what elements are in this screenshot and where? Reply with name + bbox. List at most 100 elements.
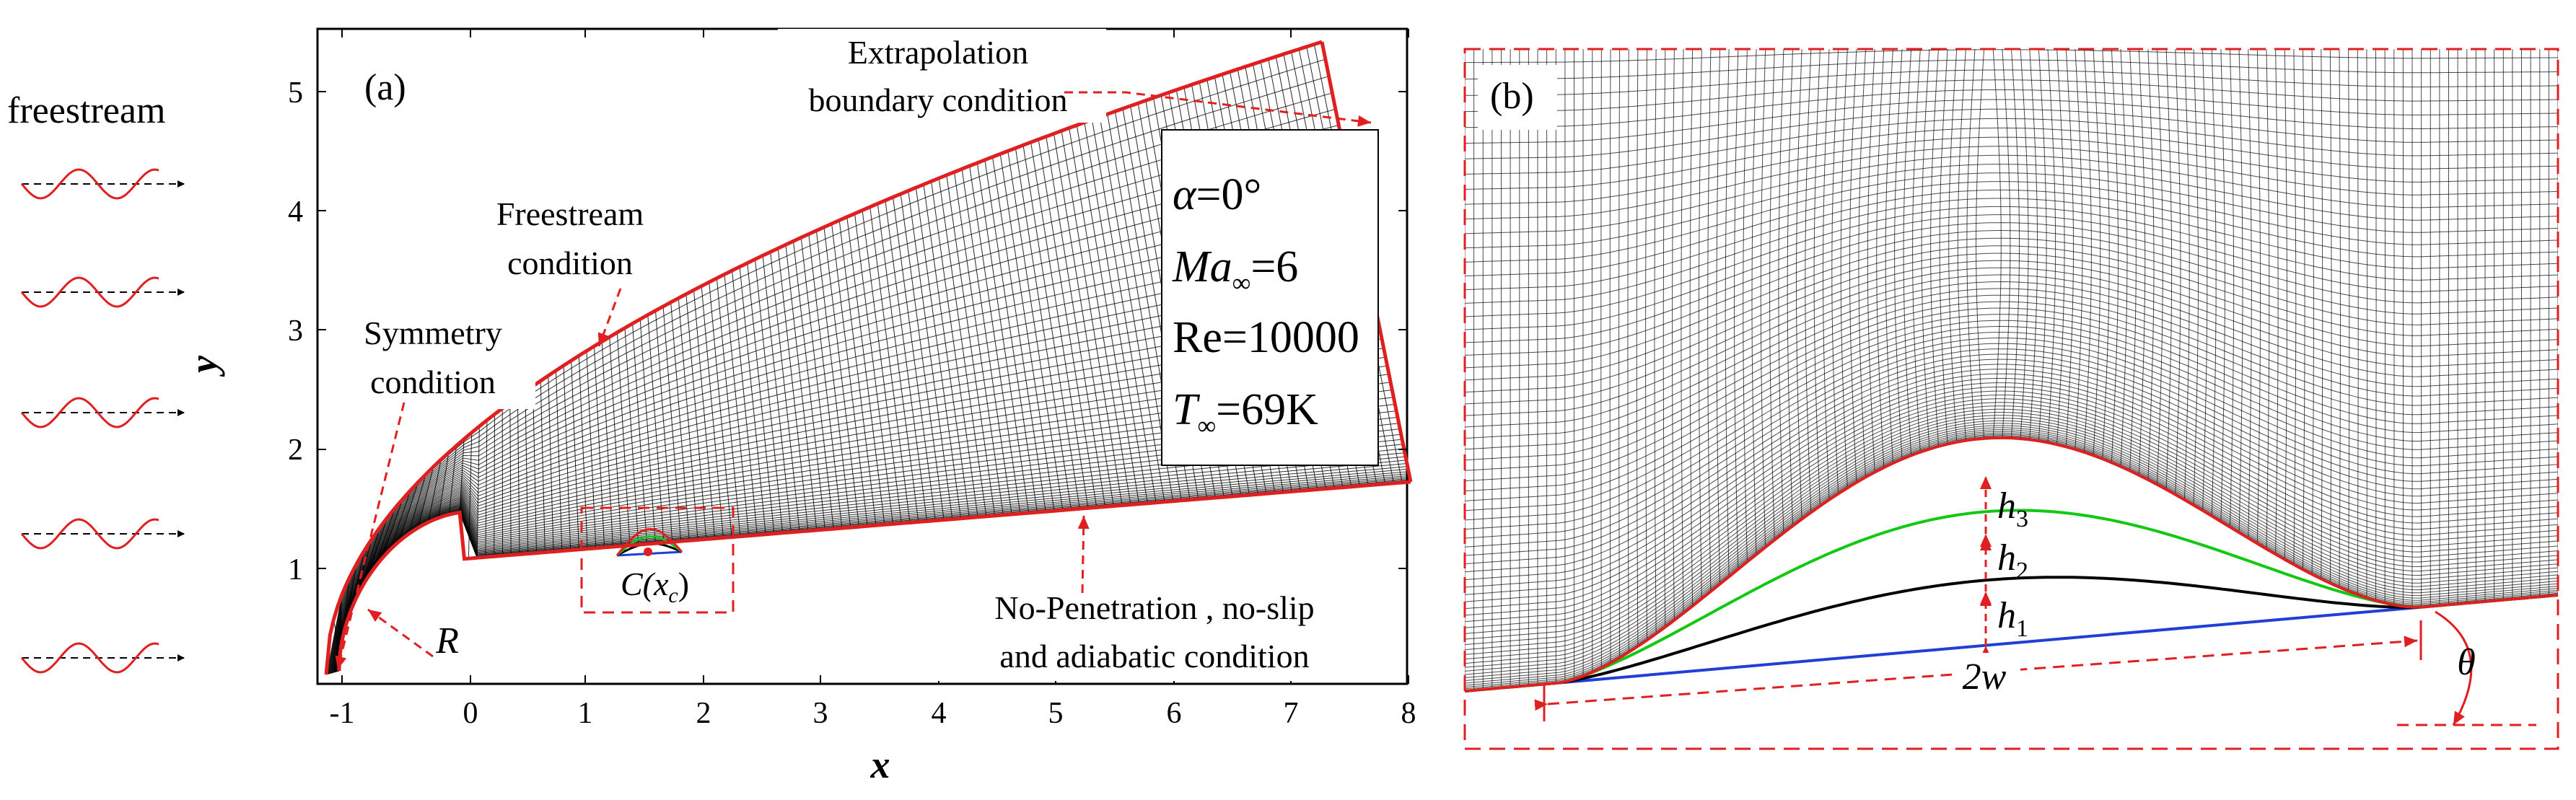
zoom-mesh-horizontal: [1465, 432, 2558, 684]
center-label: C(xc): [621, 566, 689, 607]
zoom-mesh-vertical: [1948, 49, 1958, 442]
mesh-radial-line: [739, 266, 766, 535]
mesh-radial-line: [777, 248, 809, 532]
mach-subscript: ∞: [1232, 268, 1251, 297]
x-tick-label: 0: [463, 697, 478, 730]
mesh-radial-line: [999, 154, 1055, 511]
zoom-mesh-horizontal: [1465, 382, 2558, 602]
mesh-radial-line: [900, 193, 945, 520]
panel-b-tag: (b): [1490, 76, 1534, 117]
zoom-mesh-vertical: [1840, 49, 1848, 488]
freestream-wave: [20, 397, 159, 428]
temp-value: =69K: [1216, 385, 1318, 434]
mesh-radial-line: [716, 278, 741, 537]
zoom-mesh-horizontal: [1465, 206, 2558, 317]
alpha-symbol: α: [1173, 170, 1197, 219]
x-axis-label: x: [870, 743, 890, 786]
mesh-radial-line: [831, 224, 868, 527]
zoom-mesh-horizontal: [1465, 252, 2558, 393]
zoom-mesh-vertical: [2165, 49, 2173, 490]
mesh-radial-line: [609, 337, 622, 547]
mesh-tangential-line: [326, 76, 1329, 674]
zoom-mesh-vertical: [1867, 49, 1875, 472]
zoom-mesh-vertical: [1966, 49, 1976, 440]
zoom-mesh-vertical: [2284, 49, 2287, 560]
zoom-mesh-vertical: [1636, 49, 1639, 646]
zoom-mesh-vertical: [2120, 49, 2128, 467]
zoom-mesh-vertical: [1654, 49, 1657, 634]
zoom-mesh-horizontal: [1465, 402, 2558, 634]
zoom-mesh-vertical: [2102, 49, 2110, 460]
theta-arc: [2435, 610, 2473, 726]
zoom-mesh-horizontal: [1465, 214, 2558, 330]
h2-subscript: 2: [2016, 558, 2028, 584]
zoom-mesh-vertical: [2238, 49, 2243, 533]
zoom-mesh-vertical: [2275, 49, 2279, 555]
mesh-radial-line: [785, 245, 818, 531]
radius-label: R: [435, 620, 459, 661]
mesh-radial-line: [571, 360, 579, 550]
y-axis-label: y: [182, 355, 225, 377]
zoom-mesh-vertical: [2211, 49, 2217, 517]
mesh-radial-line: [793, 241, 825, 530]
symmetry-label-2: condition: [370, 364, 496, 400]
param-reynolds: Re=10000: [1173, 313, 1359, 362]
mesh-tangential-line: [326, 58, 1326, 674]
zoom-mesh-horizontal: [1465, 343, 2558, 539]
mesh-tangential-line: [338, 452, 1405, 672]
mesh-radial-line: [923, 184, 970, 518]
zoom-mesh-vertical: [2303, 49, 2305, 570]
mesh-radial-line: [800, 237, 834, 529]
alpha-value: =0°: [1196, 170, 1262, 219]
zoom-mesh-horizontal: [1465, 338, 2558, 530]
zoom-mesh-horizontal: [1465, 127, 2558, 190]
zoom-mesh-horizontal: [1465, 405, 2558, 640]
freestream-condition-label-2: condition: [507, 245, 633, 281]
mesh-radial-line: [969, 165, 1021, 514]
zoom-mesh-horizontal: [1465, 415, 2558, 655]
zoom-box: [580, 506, 735, 614]
zoom-mesh-horizontal: [1465, 222, 2558, 343]
h3-label: h3: [1997, 485, 2028, 532]
zoom-mesh-horizontal: [1465, 118, 2558, 175]
freestream-label: freestream: [7, 90, 165, 131]
mesh-radial-line: [678, 298, 698, 540]
zoom-mesh-horizontal: [1465, 288, 2558, 450]
freestream-wave: [20, 642, 159, 674]
zoom-mesh-vertical: [1672, 49, 1675, 620]
zoom-mesh-horizontal: [1465, 390, 2558, 616]
x-tick-labels: -1 0 1 2 3 4 5 6 7 8: [330, 697, 1416, 730]
zoom-mesh-horizontal: [1465, 398, 2558, 628]
zoom-mesh-vertical: [2175, 49, 2181, 495]
zoom-mesh-horizontal: [1465, 395, 2558, 623]
zoom-mesh-horizontal: [1465, 40, 2558, 46]
zoom-mesh-horizontal: [1465, 425, 2558, 672]
mach-value: =6: [1250, 242, 1298, 291]
zoom-mesh-horizontal: [1465, 79, 2558, 113]
param-alpha: α=0°: [1173, 170, 1261, 219]
param-temperature: T∞=69K: [1173, 385, 1318, 440]
symmetry-label-1: Symmetry: [364, 315, 502, 351]
mesh-tangential-line: [338, 456, 1406, 672]
mesh-radial-line: [647, 315, 665, 543]
mesh-tangential-line: [338, 460, 1406, 672]
mesh-radial-line: [724, 274, 750, 536]
mesh-radial-line: [525, 391, 529, 554]
zoom-mesh-horizontal: [1465, 89, 2558, 128]
h2-label: h2: [1997, 537, 2028, 584]
zoom-mesh-horizontal: [1465, 136, 2558, 205]
center-label-close: ): [678, 566, 689, 602]
zoom-mesh-vertical: [2266, 49, 2270, 550]
width-label: 2w: [1963, 656, 2007, 698]
zoom-mesh-vertical: [1618, 49, 1621, 658]
zoom-mesh-vertical: [2375, 49, 2377, 601]
zoom-mesh-horizontal: [1465, 314, 2558, 492]
freestream-indicator: freestream: [7, 90, 185, 674]
temp-subscript: ∞: [1197, 411, 1216, 440]
freestream-condition-label-1: Freestream: [496, 195, 644, 232]
mesh-radial-line: [709, 282, 732, 537]
x-tick-label: 5: [1048, 697, 1064, 730]
x-tick-label: 2: [696, 697, 711, 730]
mesh-radial-line: [1007, 151, 1064, 511]
